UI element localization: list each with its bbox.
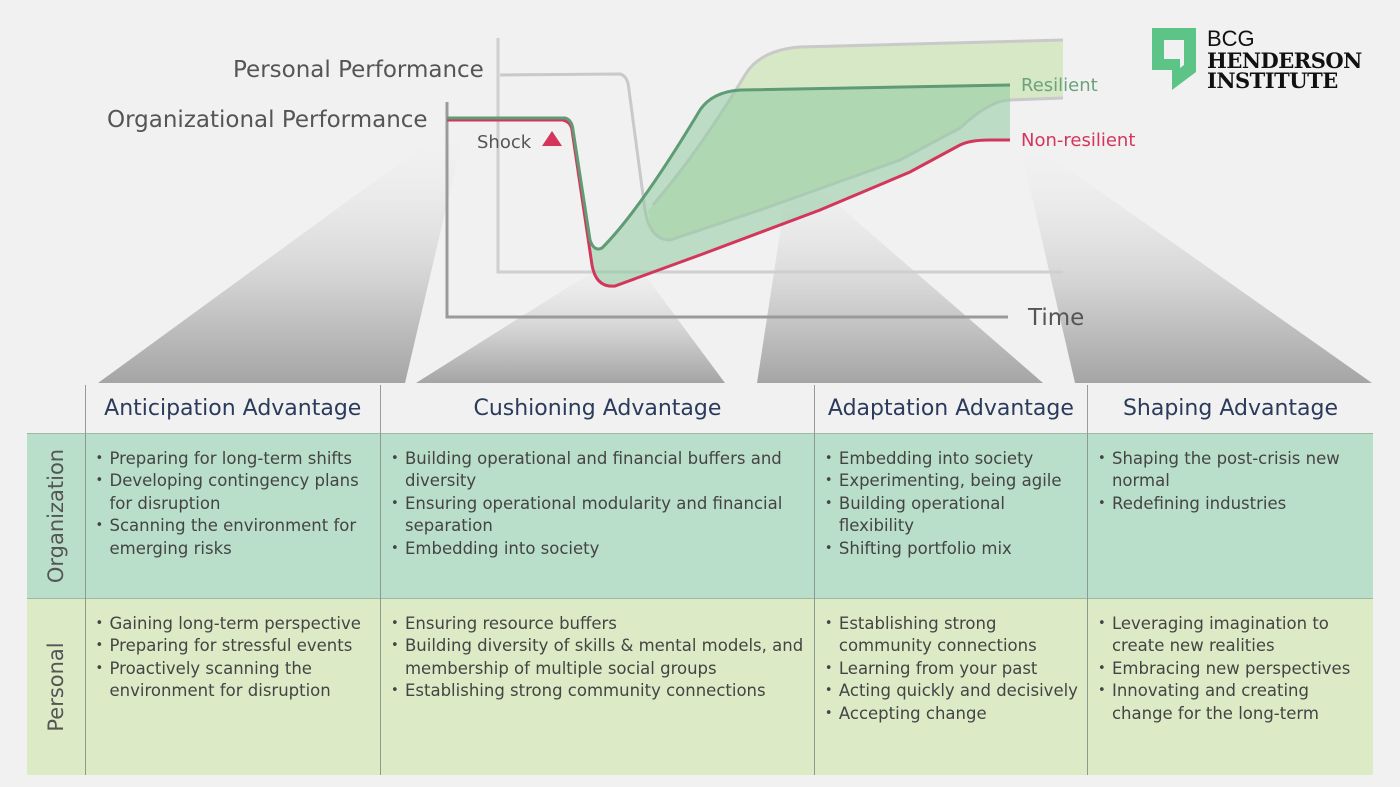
bullet-item: Innovating and creating change for the l… <box>1098 680 1365 725</box>
resilient-line <box>447 83 1011 251</box>
bullet-item: Learning from your past <box>825 658 1079 681</box>
zoom-wedge-anticipation <box>98 130 462 383</box>
bullet-item: Leveraging imagination to create new rea… <box>1098 613 1365 658</box>
bullet-list: Preparing for long-term shiftsDeveloping… <box>96 448 372 561</box>
row-label-personal: Personal <box>43 642 68 732</box>
advantage-table: Anticipation Advantage Cushioning Advant… <box>27 385 1373 775</box>
org-performance-band <box>572 85 1010 287</box>
bullet-list: Establishing strong community connection… <box>825 613 1079 726</box>
bullet-item: Building operational and financial buffe… <box>391 448 806 493</box>
logo-institute: INSTITUTE <box>1207 68 1338 93</box>
nonresilient-label: Non-resilient <box>1021 130 1136 151</box>
bullet-item: Building diversity of skills & mental mo… <box>391 635 806 680</box>
table-cell: Gaining long-term perspectivePreparing f… <box>84 597 381 775</box>
bullet-item: Shifting portfolio mix <box>825 538 1079 561</box>
bullet-item: Preparing for long-term shifts <box>96 448 372 471</box>
bullet-item: Shaping the post-crisis new normal <box>1098 448 1365 493</box>
bullet-list: Gaining long-term perspectivePreparing f… <box>96 613 372 703</box>
organization-row: Organization Preparing for long-term shi… <box>27 432 1373 598</box>
header-cushioning: Cushioning Advantage <box>379 385 815 433</box>
personal-performance-label: Personal Performance <box>233 57 484 83</box>
row-label-organization: Organization <box>43 448 68 583</box>
bullet-list: Leveraging imagination to create new rea… <box>1098 613 1365 726</box>
zoom-wedge-shaping <box>1020 142 1372 383</box>
bullet-item: Developing contingency plans for disrupt… <box>96 470 372 515</box>
bullet-item: Gaining long-term perspective <box>96 613 372 636</box>
zoom-wedge-adaptation <box>757 168 1043 383</box>
org-axes <box>445 102 1008 319</box>
logo-bcg: BCG <box>1207 26 1255 51</box>
resilient-label: Resilient <box>1021 75 1098 96</box>
bullet-list: Shaping the post-crisis new normalRedefi… <box>1098 448 1365 516</box>
header-adaptation: Adaptation Advantage <box>813 385 1088 433</box>
logo-mark-icon <box>1152 28 1196 90</box>
table-cell: Embedding into societyExperimenting, bei… <box>813 432 1088 598</box>
bullet-item: Acting quickly and decisively <box>825 680 1079 703</box>
personal-axes <box>496 38 1063 274</box>
table-cell: Ensuring resource buffersBuilding divers… <box>379 597 815 775</box>
bullet-item: Preparing for stressful events <box>96 635 372 658</box>
bullet-item: Embedding into society <box>391 538 806 561</box>
bullet-item: Experimenting, being agile <box>825 470 1079 493</box>
shock-triangle-icon <box>542 131 562 146</box>
header-anticipation: Anticipation Advantage <box>84 385 381 433</box>
logo-henderson: HENDERSON <box>1207 48 1362 73</box>
bullet-item: Establishing strong community connection… <box>391 680 806 703</box>
table-cell: Establishing strong community connection… <box>813 597 1088 775</box>
shock-label: Shock <box>477 132 532 153</box>
bcg-henderson-logo: BCG HENDERSON INSTITUTE <box>1150 26 1362 94</box>
bullet-item: Accepting change <box>825 703 1079 726</box>
table-cell: Shaping the post-crisis new normalRedefi… <box>1086 432 1373 598</box>
bullet-list: Ensuring resource buffersBuilding divers… <box>391 613 806 703</box>
bullet-item: Establishing strong community connection… <box>825 613 1079 658</box>
nonresilient-line <box>447 118 1010 288</box>
bullet-item: Ensuring operational modularity and fina… <box>391 493 806 538</box>
personal-row: Personal Gaining long-term perspectivePr… <box>27 597 1373 775</box>
org-performance-label: Organizational Performance <box>107 107 428 133</box>
table-cell: Preparing for long-term shiftsDeveloping… <box>84 432 381 598</box>
bullet-item: Proactively scanning the environment for… <box>96 658 372 703</box>
bullet-item: Scanning the environment for emerging ri… <box>96 515 372 560</box>
bullet-list: Embedding into societyExperimenting, bei… <box>825 448 1079 561</box>
bullet-item: Redefining industries <box>1098 493 1365 516</box>
header-row: Anticipation Advantage Cushioning Advant… <box>27 385 1373 433</box>
bullet-item: Embracing new perspectives <box>1098 658 1365 681</box>
bullet-list: Building operational and financial buffe… <box>391 448 806 561</box>
bullet-item: Building operational flexibility <box>825 493 1079 538</box>
header-shaping: Shaping Advantage <box>1086 385 1373 433</box>
zoom-wedge-cushioning <box>416 255 725 383</box>
table-cell: Leveraging imagination to create new rea… <box>1086 597 1373 775</box>
time-label: Time <box>1028 305 1085 331</box>
bullet-item: Embedding into society <box>825 448 1079 471</box>
table-cell: Building operational and financial buffe… <box>379 432 815 598</box>
bullet-item: Ensuring resource buffers <box>391 613 806 636</box>
